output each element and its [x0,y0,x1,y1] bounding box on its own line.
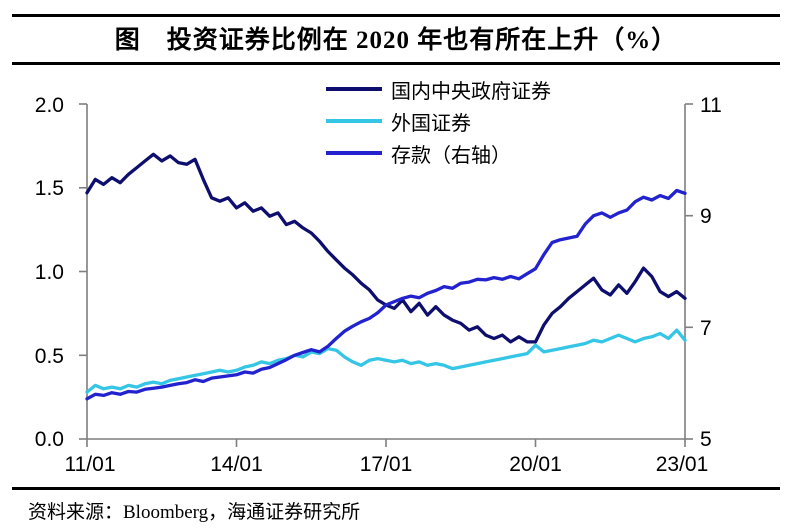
legend: 国内中央政府证券 外国证券 存款（右轴） [326,73,551,169]
legend-item-domestic-central-govt-securities: 国内中央政府证券 [326,73,551,105]
x-tick-label-2001: 20/01 [509,453,562,476]
left-tick-label-0.5: 0.5 [35,345,64,368]
left-tick-label-1.5: 1.5 [35,177,64,200]
title-rule-top [12,14,780,17]
left-tick-label-2.0: 2.0 [35,94,64,117]
x-tick-label-1101: 11/01 [65,453,116,476]
right-axis-ticks [685,103,693,440]
legend-label: 国内中央政府证券 [391,80,551,103]
x-tick-label-1401: 14/01 [210,453,263,476]
chart-title: 图 投资证券比例在 2020 年也有所在上升（%） [114,27,678,54]
right-tick-label-11: 11 [700,94,722,117]
legend-item-foreign-securities: 外国证券 [326,105,551,137]
right-tick-label-5: 5 [700,428,712,451]
legend-label: 外国证券 [391,112,471,135]
x-tick-label-1701: 17/01 [360,453,413,476]
source-note: 资料来源：Bloomberg，海通证券研究所 [28,502,361,523]
legend-item-deposits: 存款（右轴） [326,137,551,169]
right-tick-label-7: 7 [700,317,712,340]
series-line-foreign-securities [85,328,687,394]
series-layer [85,152,687,401]
x-axis-ticks [86,439,686,447]
legend-line-swatch-navy [326,87,382,91]
x-tick-label-2301: 23/01 [656,453,709,476]
footer-rule [12,487,780,490]
legend-label: 存款（右轴） [391,144,511,167]
left-axis-ticks [79,103,87,440]
right-tick-label-9: 9 [700,205,712,228]
left-tick-label-1.0: 1.0 [35,261,64,284]
left-tick-label-0.0: 0.0 [35,428,64,451]
title-rule-bottom [12,62,780,65]
legend-line-swatch-blue [326,151,382,155]
series-line-domestic-central-govt-securities [85,152,687,344]
legend-line-swatch-cyan [326,119,382,123]
series-line-deposits-right-axis [85,188,687,401]
